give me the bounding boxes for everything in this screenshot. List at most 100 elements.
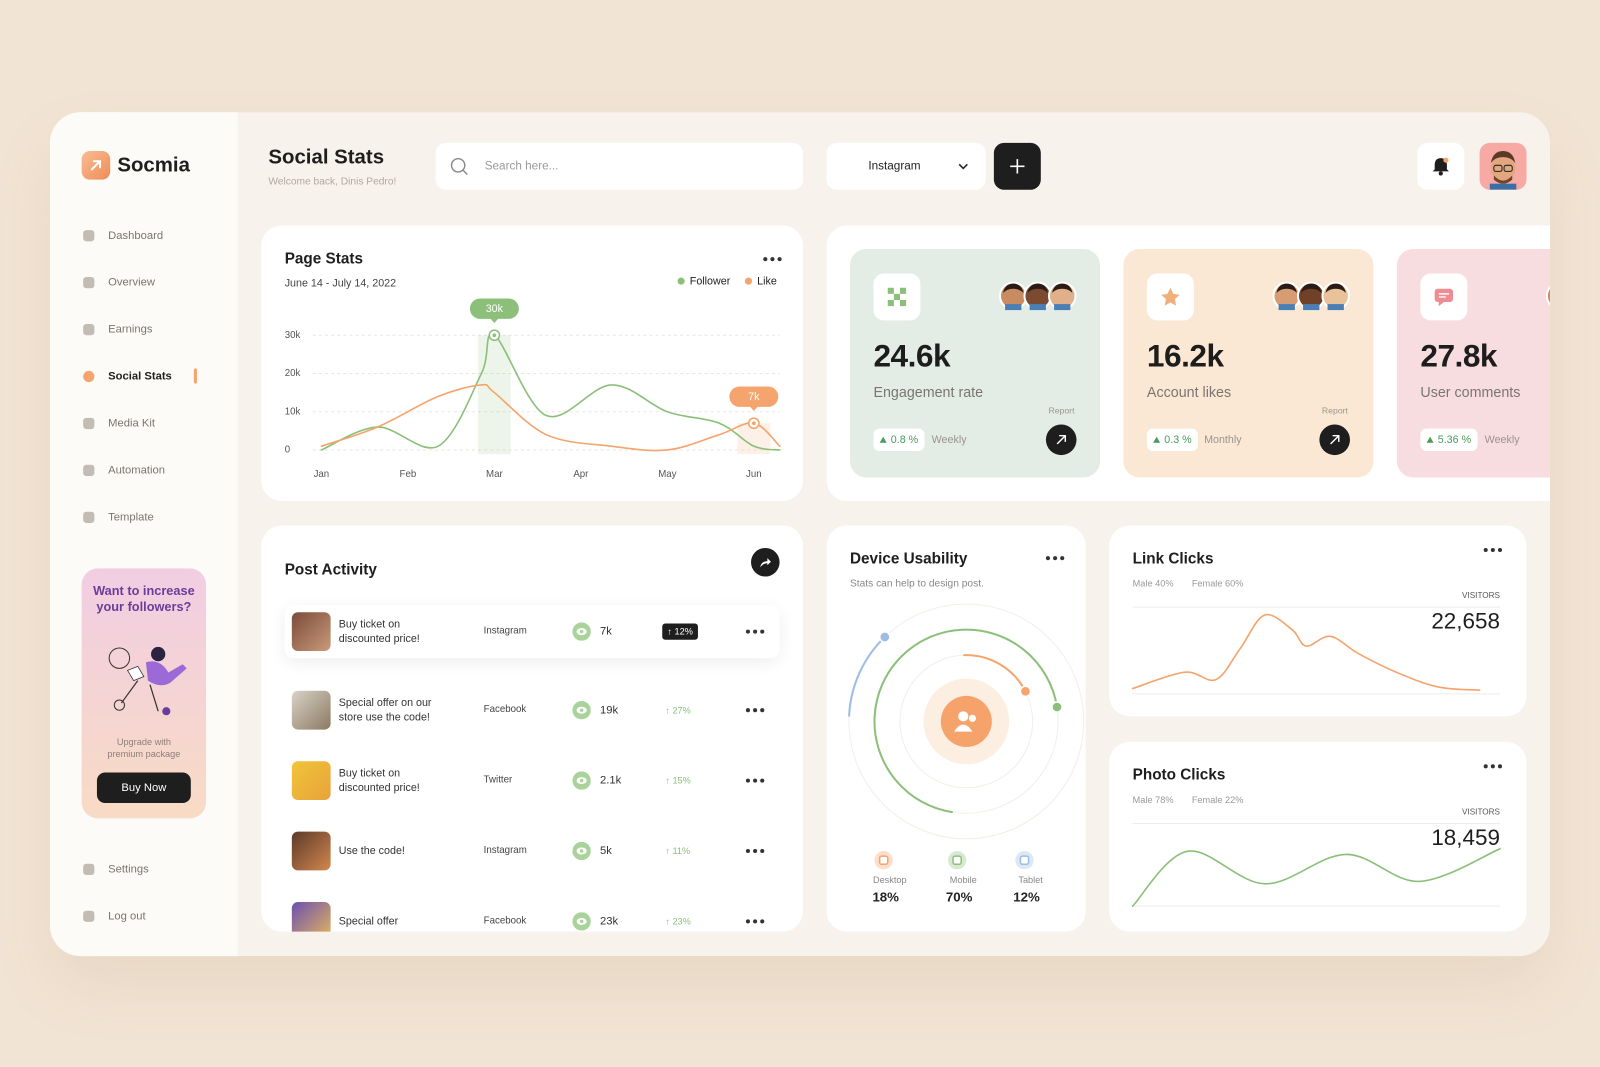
icon-part (1053, 556, 1058, 561)
nav-item[interactable]: Social Stats (80, 364, 223, 388)
views-icon (572, 771, 591, 790)
more-button (1483, 547, 1503, 553)
avatar (1321, 281, 1350, 311)
icon-part (777, 257, 782, 262)
metric-value: 18,459 (1431, 824, 1500, 850)
breakdown-label: Female 60% (1191, 578, 1244, 589)
icon-part (1545, 285, 1550, 306)
icon-part (1276, 283, 1297, 293)
more-button (1045, 556, 1065, 561)
icon (1161, 287, 1180, 306)
icon-part (753, 778, 758, 783)
nav-item[interactable]: Media Kit (80, 411, 223, 435)
icon-part (760, 708, 765, 713)
icon-part (1052, 283, 1073, 293)
post-views: 23k (599, 915, 619, 928)
post-title-cell: Use the code! (339, 831, 441, 872)
icon-part (1434, 288, 1454, 303)
share-button[interactable] (751, 547, 780, 577)
icon (83, 370, 95, 383)
platform-dropdown[interactable]: Instagram (826, 142, 986, 190)
nav-item[interactable]: Template (80, 505, 223, 529)
promo-text: Upgrade with premium package (107, 736, 181, 760)
icon (83, 417, 95, 430)
add-button[interactable] (993, 142, 1041, 190)
icon-part (1438, 171, 1443, 176)
icon-part (753, 708, 758, 713)
post-title-cell: Special offer on our store use the code! (339, 690, 441, 731)
more-button (745, 629, 765, 634)
icon (450, 157, 468, 175)
icon-part (579, 708, 584, 712)
post-thumbnail (291, 690, 331, 730)
card-title: Device Usability (849, 549, 968, 568)
buy-now-button[interactable]: Buy Now (96, 772, 191, 804)
icon-part (450, 157, 466, 173)
icon-part (887, 299, 894, 307)
nav-item[interactable]: Settings (80, 857, 223, 881)
icon-part (1483, 547, 1488, 553)
icon-part (1325, 283, 1346, 293)
icon-part (1443, 157, 1449, 163)
icon-part (1330, 434, 1340, 445)
icon-part (108, 647, 131, 669)
icon-part (770, 257, 775, 262)
more-button (745, 848, 765, 854)
icon-part (113, 699, 125, 711)
icon-part (1438, 293, 1449, 298)
page-title: Social Stats (268, 145, 385, 169)
icon-part (1438, 302, 1444, 307)
icon-part (760, 778, 765, 783)
clicks-card: Link Clicks Male 40% Female 60% VISITORS 22,… (1109, 525, 1527, 717)
icon-part (1301, 283, 1322, 293)
icon (760, 558, 771, 568)
post-platform: Facebook (483, 915, 527, 927)
platform-value: Instagram (868, 160, 921, 173)
icon-part (753, 848, 758, 854)
nav-item[interactable]: Log out (80, 904, 223, 928)
nav-item[interactable]: Automation (80, 458, 223, 482)
icon (887, 287, 907, 307)
post-platform: Instagram (483, 625, 527, 637)
icon (958, 163, 968, 170)
icon-part (1490, 156, 1516, 181)
icon-part (1490, 547, 1495, 553)
report-label: Report (1321, 405, 1348, 416)
icon (879, 436, 887, 443)
stat-value: 27.8k (1420, 337, 1498, 374)
report-button[interactable] (1045, 424, 1077, 456)
stat-card: 27.8k User comments 5.36 % Weekly (1396, 248, 1550, 478)
icon-part (1045, 556, 1050, 561)
icon-part (745, 708, 750, 713)
nav-item[interactable]: Earnings (80, 317, 223, 341)
icon-part (1497, 547, 1503, 553)
user-avatar[interactable] (1479, 142, 1527, 190)
icon (90, 160, 102, 171)
icon (108, 646, 187, 716)
icon-part (899, 287, 907, 294)
search-input[interactable]: Search here... (435, 142, 804, 190)
post-title-cell: Buy ticket on discounted price! (339, 611, 441, 652)
stat-icon (873, 273, 921, 321)
nav-item[interactable]: Dashboard (80, 223, 223, 247)
post-views: 2.1k (599, 774, 622, 787)
icon (1489, 151, 1517, 190)
nav-label: Social Stats (108, 370, 172, 383)
stat-value: 16.2k (1146, 337, 1224, 374)
icon-part (887, 287, 894, 294)
period-label: Weekly (931, 433, 967, 446)
post-change: ↑ 11% (665, 845, 691, 857)
icon-part (1483, 764, 1488, 769)
nav-item[interactable]: Overview (80, 270, 223, 294)
icon-part (1027, 283, 1048, 293)
icon-part (83, 511, 95, 523)
post-thumbnail (291, 831, 331, 871)
notification-button[interactable] (1417, 142, 1465, 190)
views-icon (572, 841, 591, 861)
icon-part (83, 370, 95, 383)
report-button[interactable] (1319, 424, 1350, 456)
icon-part (760, 558, 771, 568)
legend-label: Follower (689, 275, 731, 288)
